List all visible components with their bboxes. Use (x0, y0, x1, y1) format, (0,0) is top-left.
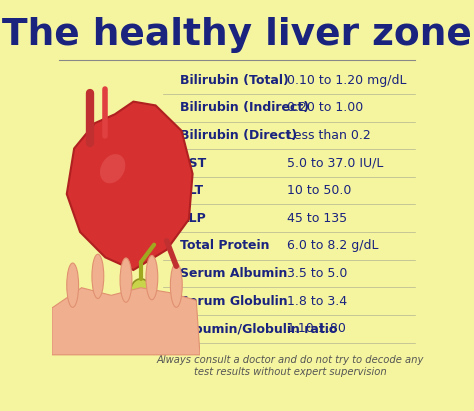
Text: 1.10:1.80: 1.10:1.80 (287, 322, 347, 335)
Text: 5.0 to 37.0 IU/L: 5.0 to 37.0 IU/L (287, 157, 383, 169)
Text: Always consult a doctor and do not try to decode any
test results without expert: Always consult a doctor and do not try t… (157, 355, 424, 376)
Text: 0.10 to 1.20 mg/dL: 0.10 to 1.20 mg/dL (287, 74, 407, 87)
Text: Bilirubin (Total): Bilirubin (Total) (180, 74, 289, 87)
Text: Bilirubin (Direct): Bilirubin (Direct) (180, 129, 297, 142)
Text: Less than 0.2: Less than 0.2 (287, 129, 371, 142)
Text: AST: AST (180, 157, 207, 169)
Text: ALT: ALT (180, 184, 204, 197)
Text: ALP: ALP (180, 212, 206, 225)
Text: 6.0 to 8.2 g/dL: 6.0 to 8.2 g/dL (287, 240, 378, 252)
Text: 45 to 135: 45 to 135 (287, 212, 347, 225)
Text: 3.5 to 5.0: 3.5 to 5.0 (287, 267, 347, 280)
Text: Albumin/Globulin ratio: Albumin/Globulin ratio (180, 322, 337, 335)
Text: 0.20 to 1.00: 0.20 to 1.00 (287, 101, 363, 114)
Text: 10 to 50.0: 10 to 50.0 (287, 184, 351, 197)
Text: 1.8 to 3.4: 1.8 to 3.4 (287, 295, 347, 308)
Text: Total Protein: Total Protein (180, 240, 269, 252)
Text: Serum Albumin: Serum Albumin (180, 267, 287, 280)
Text: Serum Globulin: Serum Globulin (180, 295, 287, 308)
Text: Bilirubin (Indirect): Bilirubin (Indirect) (180, 101, 309, 114)
Text: The healthy liver zone: The healthy liver zone (2, 17, 472, 53)
